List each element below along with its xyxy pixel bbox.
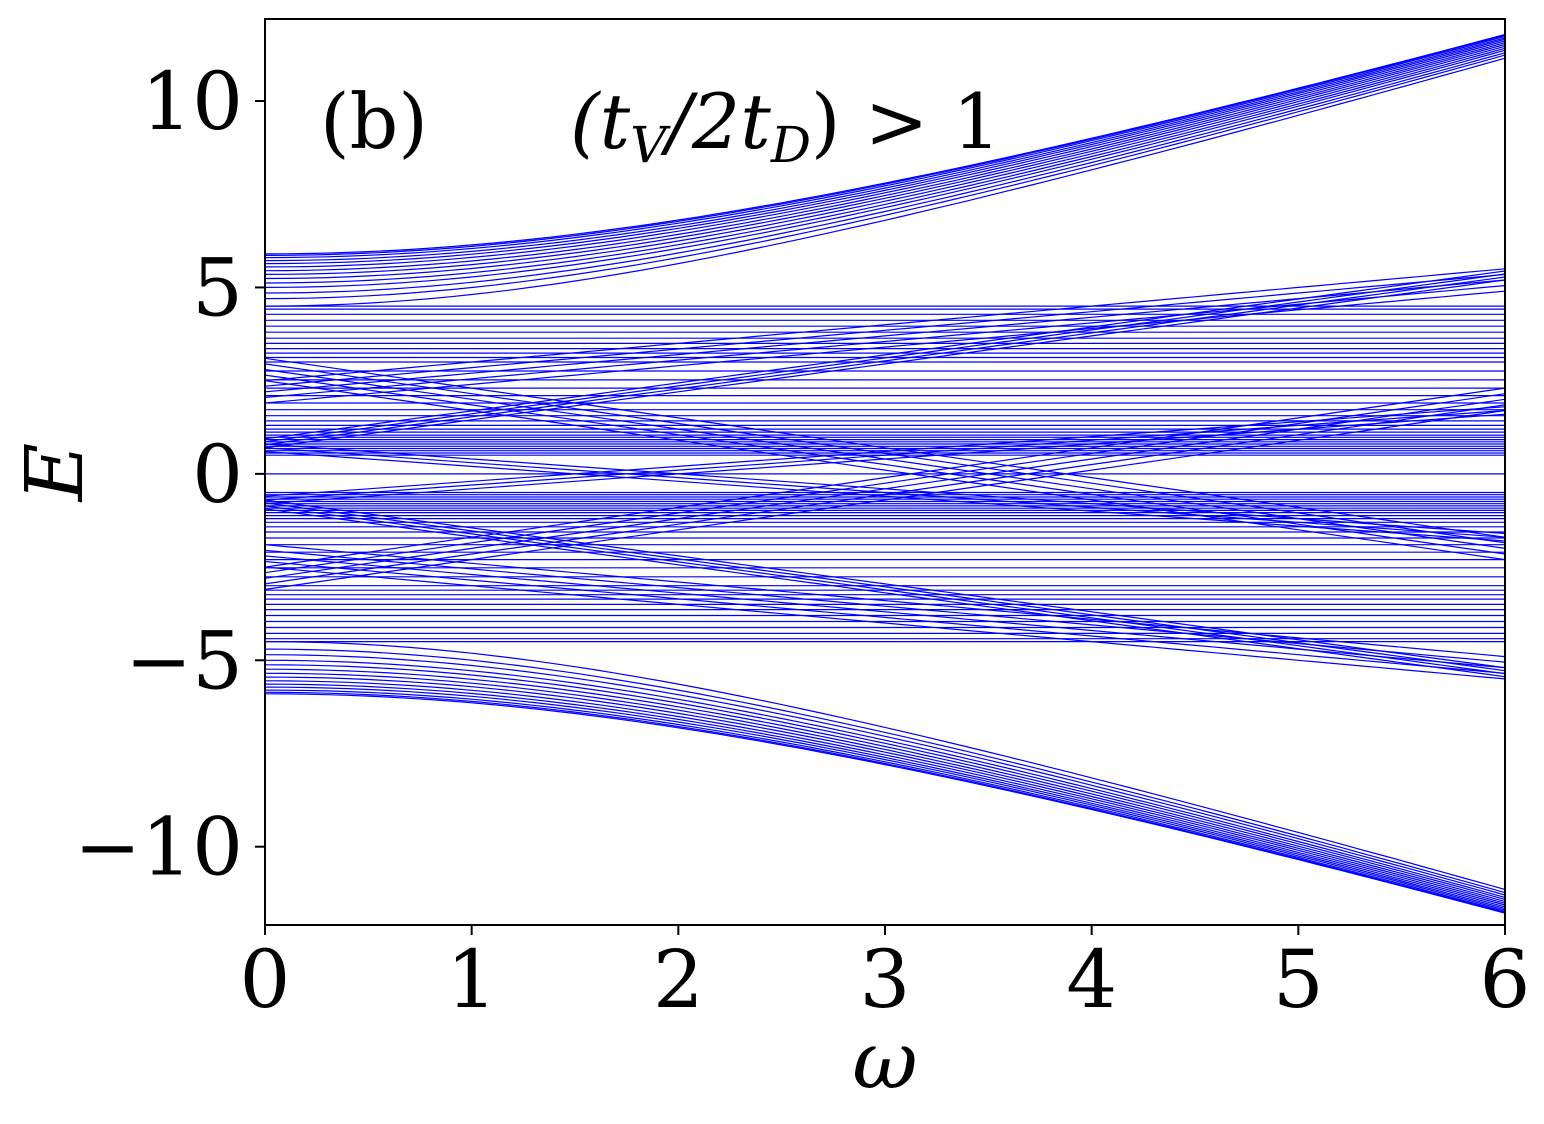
energy-level-line [264, 380, 1506, 561]
energy-level-line [264, 52, 1506, 294]
energy-level-line [264, 363, 1506, 544]
y-axis-label: E [8, 443, 101, 503]
x-axis-label: ω [852, 1014, 917, 1107]
x-tick-label: 4 [1066, 933, 1117, 1026]
x-tick-label: 1 [446, 933, 497, 1026]
energy-level-line [264, 404, 1506, 585]
energy-level-line [264, 34, 1506, 256]
energy-level-line [264, 654, 1506, 896]
axis-ticks: 0 1 2 3 4 5 6 −10 −5 0 5 10 [74, 55, 1530, 1026]
parameter-annotation: (tV/2tD) > 1 [570, 77, 1001, 174]
y-tick-label: 10 [141, 55, 243, 148]
energy-level-line [264, 54, 1506, 300]
energy-level-line [264, 387, 1506, 568]
energy-level-line [264, 273, 1506, 387]
energy-level-line [264, 693, 1506, 914]
energy-level-line [264, 47, 1506, 284]
energy-level-line [264, 409, 1506, 590]
energy-level-line [264, 544, 1506, 658]
energy-level-line [264, 276, 1506, 446]
x-tick-label: 6 [1480, 933, 1531, 1026]
energy-level-line [264, 57, 1506, 307]
energy-level-line [264, 450, 1506, 542]
energy-level-line [264, 560, 1506, 674]
energy-level-line [264, 689, 1506, 912]
energy-level-line [264, 668, 1506, 902]
energy-level-line [264, 648, 1506, 894]
energy-level-line [264, 641, 1506, 891]
energy-level-line [264, 502, 1506, 672]
energy-level-line [264, 447, 1506, 538]
panel-label: (b) [320, 77, 428, 166]
energy-level-line [264, 566, 1506, 680]
energy-level-line [264, 40, 1506, 268]
energy-level-line [264, 268, 1506, 382]
y-tick-label: 0 [192, 428, 243, 521]
energy-level-line [264, 549, 1506, 663]
y-tick-label: −5 [125, 614, 243, 707]
y-tick-label: 5 [192, 241, 243, 334]
x-tick-label: 0 [240, 933, 291, 1026]
energy-level-line [264, 290, 1506, 404]
energy-level-line [264, 49, 1506, 288]
energy-level-line [264, 45, 1506, 280]
energy-level-line [264, 505, 1506, 675]
energy-level-line [264, 279, 1506, 449]
energy-level-line [264, 499, 1506, 669]
energy-level-line [264, 676, 1506, 906]
energy-level-line [264, 680, 1506, 908]
energy-level-line [264, 413, 1506, 505]
energy-level-line [264, 393, 1506, 574]
x-tick-label: 3 [860, 933, 911, 1026]
energy-level-line [264, 357, 1506, 538]
energy-level-line [264, 43, 1506, 275]
energy-level-line [264, 42, 1506, 272]
energy-level-line [264, 683, 1506, 909]
x-tick-label: 2 [653, 933, 704, 1026]
energy-level-line [264, 285, 1506, 398]
energy-level-line [264, 35, 1506, 259]
energy-level-line [264, 672, 1506, 904]
energy-level-line [264, 409, 1506, 501]
x-tick-label: 5 [1273, 933, 1324, 1026]
energy-level-line [264, 659, 1506, 898]
energy-level-line [264, 664, 1506, 900]
energy-level-line [264, 37, 1506, 262]
energy-level-line [264, 374, 1506, 555]
spectrum-lines [264, 33, 1506, 914]
energy-level-line [264, 686, 1506, 911]
energy-level-line [264, 691, 1506, 914]
energy-level-line [264, 443, 1506, 535]
energy-level-line [264, 33, 1506, 255]
y-tick-label: −10 [74, 801, 243, 894]
energy-level-line [264, 406, 1506, 497]
energy-level-line [264, 38, 1506, 265]
energy-level-line [264, 273, 1506, 443]
